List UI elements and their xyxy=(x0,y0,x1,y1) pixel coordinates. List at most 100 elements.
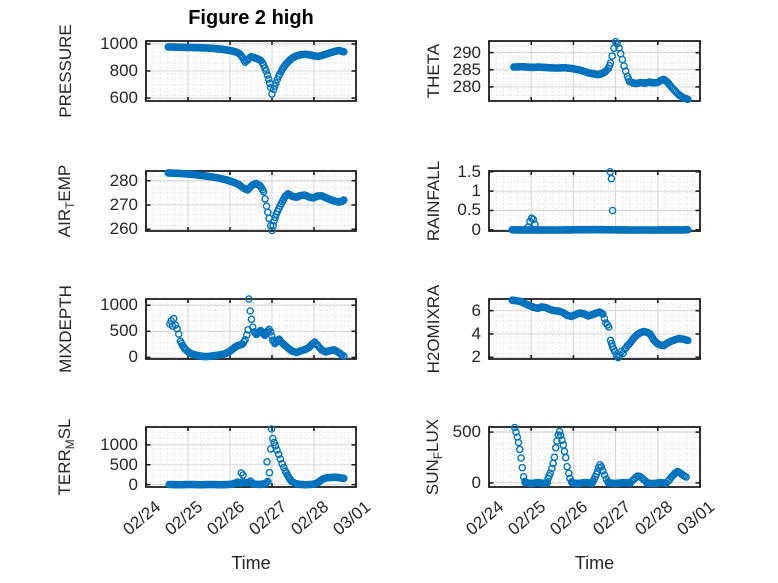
y-tick-label: 2 xyxy=(471,347,481,367)
data-point xyxy=(339,352,348,360)
y-tick-label: 260 xyxy=(109,219,138,239)
series-h2omixra xyxy=(508,296,692,362)
data-point xyxy=(268,90,276,98)
y-tick-label: 290 xyxy=(452,42,481,62)
y-tick-label: 0.5 xyxy=(457,200,481,220)
data-point xyxy=(274,450,283,459)
ylabel-text: PRESSURE xyxy=(56,24,75,118)
data-point xyxy=(556,431,565,440)
series-air_temp xyxy=(164,169,348,235)
y-tick-label: 500 xyxy=(109,454,138,474)
y-tick-label: 6 xyxy=(471,300,481,320)
y-tick-label: 0 xyxy=(128,347,138,367)
subplot-theta xyxy=(488,37,701,104)
ylabel-text: MIXDEPTH xyxy=(56,285,75,373)
series-mixdepth xyxy=(166,295,348,361)
data-point xyxy=(264,208,272,217)
ylabel-terr_msl: TERRMSL xyxy=(55,419,77,496)
data-point xyxy=(683,336,692,345)
data-point xyxy=(531,220,539,229)
series-terr_msl xyxy=(165,425,348,489)
data-point xyxy=(683,226,692,234)
ylabel-h2omixra: H2OMIXRA xyxy=(424,285,444,374)
data-point xyxy=(619,349,627,358)
data-point xyxy=(550,453,559,462)
y-tick-label: 1 xyxy=(471,181,481,201)
y-tick-label: 1000 xyxy=(100,295,138,315)
data-point xyxy=(262,67,270,75)
data-point xyxy=(546,469,554,478)
data-point xyxy=(259,187,268,196)
data-point xyxy=(607,174,616,183)
y-tick-label: 500 xyxy=(452,422,481,442)
ylabel-text: SL xyxy=(54,418,74,440)
ylabel-text: AIR xyxy=(54,208,74,238)
data-point xyxy=(268,226,276,235)
data-point xyxy=(512,428,520,436)
y-tick-label: 1000 xyxy=(100,434,138,454)
data-point xyxy=(600,314,609,323)
ylabel-text: EMP xyxy=(54,164,74,202)
subplot-h2omixra xyxy=(488,296,701,362)
subplot-pressure xyxy=(145,40,357,102)
x-axis-label: Time xyxy=(574,553,615,573)
data-point xyxy=(562,453,570,462)
data-point xyxy=(171,321,180,329)
ylabel-rainfall: RAINFALL xyxy=(424,161,444,241)
data-point xyxy=(563,462,571,471)
data-point xyxy=(611,37,620,46)
ylabel-theta: THETA xyxy=(424,44,444,98)
subplot-terr_msl xyxy=(145,425,357,489)
y-tick-label: 285 xyxy=(452,59,481,79)
data-point xyxy=(261,195,269,203)
data-point xyxy=(263,478,271,487)
ylabel-mixdepth: MIXDEPTH xyxy=(56,285,76,373)
data-point xyxy=(269,221,277,230)
subplot-sun_flux xyxy=(488,423,701,488)
data-point xyxy=(565,469,573,478)
data-point xyxy=(510,423,519,432)
axes-box xyxy=(488,40,701,102)
data-point xyxy=(597,463,606,471)
y-tick-label: 4 xyxy=(471,323,481,343)
y-tick-label: 500 xyxy=(109,321,138,341)
data-point xyxy=(270,217,278,225)
data-point xyxy=(247,315,256,324)
series-rainfall xyxy=(508,168,692,234)
axes-box xyxy=(488,298,701,360)
data-point xyxy=(683,95,692,104)
axes-box xyxy=(145,298,357,360)
data-point xyxy=(543,479,551,487)
data-point xyxy=(606,168,614,176)
ylabel-sun_flux: SUNFLUX xyxy=(423,419,445,495)
data-point xyxy=(270,438,278,447)
data-point xyxy=(599,310,607,318)
data-point xyxy=(261,479,270,488)
data-point xyxy=(339,47,348,56)
data-point xyxy=(554,431,562,439)
data-point xyxy=(555,427,564,436)
data-point xyxy=(558,436,566,445)
y-tick-label: 800 xyxy=(109,61,138,80)
data-point xyxy=(608,52,616,60)
data-point xyxy=(600,471,609,479)
data-point xyxy=(551,443,560,452)
data-point xyxy=(265,468,274,477)
data-point xyxy=(262,202,271,211)
ylabel-text: H2OMIXRA xyxy=(424,284,443,374)
data-point xyxy=(263,458,271,466)
ylabel-text: RAINFALL xyxy=(424,160,443,242)
data-point xyxy=(239,471,247,479)
data-point xyxy=(267,425,276,433)
data-point xyxy=(517,454,525,462)
data-point xyxy=(264,75,273,83)
data-point xyxy=(245,295,253,303)
y-tick-label: 0 xyxy=(128,474,138,494)
x-axis-label: Time xyxy=(231,553,271,573)
data-point xyxy=(606,59,615,67)
ylabel-subscript: T xyxy=(63,201,78,209)
data-point xyxy=(605,323,613,331)
ylabel-air_temp: AIRTEMP xyxy=(55,165,77,237)
series-pressure xyxy=(164,43,348,98)
data-point xyxy=(518,463,527,472)
